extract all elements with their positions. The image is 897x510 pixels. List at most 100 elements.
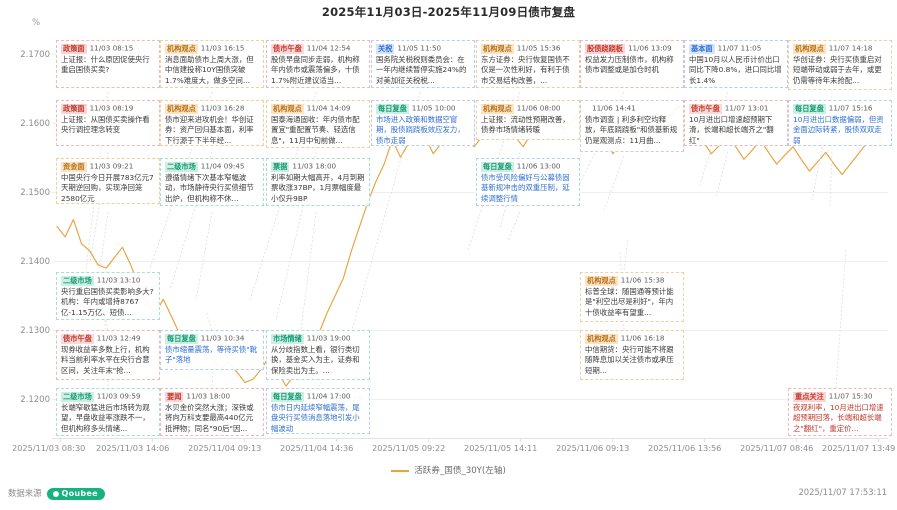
brand-badge: Qoubee [46, 487, 105, 500]
annotation-time: 11/03 10:34 [200, 333, 245, 343]
annotation-time: 11/04 09:45 [200, 161, 245, 171]
x-tick [704, 438, 705, 442]
annotation-header: 二级市场 11/03 13:10 [61, 276, 140, 286]
annotation-tag: 债市午盘 [271, 44, 304, 54]
annotation-card[interactable]: 机构观点 11/06 08:00 上证报：流动性预期改善，债券市场情绪转暖 [476, 100, 580, 140]
y-tick-label: 2.1400 [20, 257, 50, 267]
annotation-tag: 每日复盘 [376, 104, 409, 114]
annotation-card[interactable]: 二级市场 11/04 09:45 遵循情绪下次基本窄幅波动，市场静待央行买债细节出… [160, 158, 264, 206]
annotation-body: 市场进入政策和数据空窗期，股债跷跷板效应发力，债市走弱 [376, 114, 465, 145]
x-tick-label: 2025/11/07 13:49 [822, 443, 896, 453]
annotation-card[interactable]: 债市午盘 11/04 12:54 股债早盘同步走弱，机构称年内债市或震荡偏多，十债… [266, 40, 370, 88]
annotation-card[interactable]: 基本面 11/07 11:05 中国10月以人民币计价出口同比下降0.8%，进口同… [684, 40, 788, 88]
x-tick [878, 438, 879, 442]
annotation-tag: 机构观点 [271, 104, 304, 114]
annotation-header: 票据 11/03 18:00 [271, 161, 337, 172]
annotation-body: 国务院关税税则委员会：在一年内继续暂停实施24%的对美加征关税税... [376, 54, 467, 85]
annotation-body: 债市日内延续窄幅震荡，尾盘央行买债消息落地引发小幅波动 [271, 402, 360, 433]
annotation-card[interactable]: 股债跷跷板 11/06 13:09 权益发力压制债市，机构称债市调整或是加仓时机 [580, 40, 684, 88]
legend-swatch [391, 469, 410, 472]
annotation-card[interactable]: 资金面 11/03 09:21 中国央行今日开展783亿元7天期逆回购，实现净回笼… [56, 158, 160, 204]
annotation-header: 重点关注 11/07 15:30 [793, 392, 872, 402]
x-tick [428, 438, 429, 442]
annotation-body: 利率如期大幅高开，4月到期票收涨37BP，1月票幅度最小仅升9BP [271, 172, 365, 203]
annotation-body: 央行重启国债买卖影响多大? 机构：年内或增持8767亿-1.15万亿、短债... [61, 286, 154, 317]
annotation-card[interactable]: 要闻 11/03 18:00 水贝金价突然大涨；深铁或将向万科支要最高440亿元抵… [160, 388, 264, 436]
annotation-card[interactable]: 机构观点 11/03 16:28 债市迎来进攻机会！华创证券：资产回归基本面，利率… [160, 100, 264, 146]
annotation-header: 股债跷跷板 11/06 13:09 [585, 43, 672, 54]
annotation-card[interactable]: 机构观点 11/06 15:38 标普全球：随国通等预计能是"利空出尽是利好"，年… [580, 272, 684, 322]
annotation-card[interactable]: 每日复盘 11/06 13:00 债市受风险偏好与公募债固基新规冲击的双重压制，延… [476, 158, 580, 206]
annotation-card[interactable]: 每日复盘 11/04 17:00 债市日内延续窄幅震荡，尾盘央行买债消息落地引发小… [266, 388, 370, 434]
annotation-card[interactable]: 机构观点 11/06 16:18 中信期货：央行可能不将跟随降息加以关注债市或承压… [580, 330, 684, 380]
annotation-time: 11/03 18:00 [292, 161, 337, 171]
annotation-header: 每日复盘 11/03 10:34 [165, 333, 245, 344]
x-tick [520, 438, 521, 442]
annotation-card[interactable]: 政策面 11/03 08:19 上证报：从国债买卖操作看央行调控理念转变 [56, 100, 160, 146]
x-tick-label: 2025/11/07 08:46 [740, 443, 814, 453]
annotation-card[interactable]: 每日复盘 11/07 15:16 10月进出口数据偏弱，但资金面边际转紧，股债双双… [788, 100, 892, 146]
annotation-card[interactable]: 每日复盘 11/03 10:34 债市缩量震荡，等待买债"靴子"落地 [160, 330, 264, 370]
gridline [52, 399, 888, 400]
annotation-tag: 每日复盘 [481, 162, 514, 172]
annotation-tag: 资金面 [61, 162, 87, 172]
annotation-card[interactable]: 机构观点 11/05 15:36 东方证券：央行恢复国债不仅是一次性利好，有利于债… [476, 40, 580, 88]
annotation-body: 标普全球：随国通等预计能是"利空出尽是利好"，年内十债收益率有望重... [585, 286, 674, 317]
x-tick [612, 438, 613, 442]
annotation-card[interactable]: 重点关注 11/07 15:30 夜观利率，10月进出口增速超预期回落，长端和超长… [788, 388, 892, 436]
annotation-body: 中国10月以人民币计价出口同比下降0.8%，进口同比增长1.4% [689, 54, 782, 85]
annotation-time: 11/07 13:01 [724, 103, 769, 113]
annotation-body: 上证报：什么原因促使央行重启国债买卖? [61, 54, 150, 75]
annotation-time: 11/06 13:09 [627, 43, 672, 53]
annotation-tag: 重点关注 [793, 392, 826, 402]
data-source-label: 数据来源 [8, 488, 42, 498]
y-axis-unit: % [32, 18, 41, 28]
annotation-body: 水贝金价突然大涨；深铁或将向万科支要最高440亿元抵押物；同名"90后"因... [165, 402, 254, 433]
annotation-header: 债市午盘 11/04 12:54 [271, 44, 350, 54]
x-tick-label: 2025/11/06 09:13 [556, 443, 630, 453]
x-tick-label: 2025/11/05 09:22 [372, 443, 446, 453]
y-tick-label: 2.1300 [20, 326, 50, 336]
annotation-card[interactable]: 机构观点 11/03 16:15 消息面助债市上周大涨，但中信建投称10Y国债突破… [160, 40, 264, 88]
annotation-body: 债市调查 | 利多利空均释放，年底跷跷板"和债基新规仍是观测点：11月曲... [585, 114, 678, 145]
annotation-card[interactable]: 市场情绪 11/03 19:00 从分歧指数上看，银行类切换，基金买入为主，证券和… [266, 330, 370, 380]
annotation-time: 11/03 09:21 [89, 161, 134, 171]
annotation-body: 夜观利率，10月进出口增速超预期回落，长端和超长端之"翻红"，重定价... [793, 402, 884, 433]
annotation-body: 华创证券：央行买债重启对短端带动或弱于去年，或更仍需等待年末抢配... [793, 54, 882, 85]
annotation-time: 11/03 16:28 [200, 103, 245, 113]
annotation-card[interactable]: 每日复盘 11/05 10:00 市场进入政策和数据空窗期，股债跷跷板效应发力，债… [371, 100, 475, 146]
generated-timestamp: 2025/11/07 17:53:11 [798, 487, 887, 497]
annotation-time: 11/03 16:15 [200, 43, 245, 53]
annotation-header: 关税 11/05 11:50 [376, 44, 441, 54]
annotation-header: 基本面 11/07 11:05 [689, 44, 761, 54]
annotation-card[interactable]: 机构观点 11/04 14:09 国泰海通固收：年内债市配置宜"重配置节奏、轻选信… [266, 100, 370, 148]
x-tick [336, 438, 337, 442]
annotation-tag: 二级市场 [61, 392, 94, 402]
x-tick-label: 2025/11/04 09:13 [188, 443, 262, 453]
annotation-header: 机构观点 11/03 16:15 [165, 43, 245, 54]
x-axis-line [52, 438, 888, 439]
annotation-tag: 政策面 [61, 44, 87, 54]
annotation-card[interactable]: 11/06 14:41 债市调查 | 利多利空均释放，年底跷跷板"和债基新规仍是… [580, 100, 684, 152]
annotation-header: 每日复盘 11/04 17:00 [271, 391, 351, 402]
annotation-card[interactable]: 关税 11/05 11:50 国务院关税税则委员会：在一年内继续暂停实施24%的对… [371, 40, 475, 88]
annotation-card[interactable]: 票据 11/03 18:00 利率如期大幅高开，4月到期票收涨37BP，1月票幅度… [266, 158, 370, 206]
annotation-time: 11/04 17:00 [306, 391, 351, 401]
annotation-card[interactable]: 债市午盘 11/07 13:01 10月进出口增速超预期下滑，长端和超长端齐之"翻… [684, 100, 788, 146]
annotation-time: 11/06 16:18 [620, 333, 665, 343]
annotation-tag: 债市午盘 [61, 334, 94, 344]
annotation-tag: 政策面 [61, 104, 87, 114]
annotation-body: 消息面助债市上周大涨，但中信建投称10Y国债突破1.7%难度大，做多空间... [165, 54, 254, 85]
x-tick [796, 438, 797, 442]
annotation-tag: 机构观点 [481, 44, 514, 54]
data-source: 数据来源 Qoubee [8, 487, 105, 500]
annotation-card[interactable]: 二级市场 11/03 13:10 央行重启国债买卖影响多大? 机构：年内或增持87… [56, 272, 160, 320]
annotation-card[interactable]: 二级市场 11/03 09:59 长端窄歇猛进后市场转为观望，早盘收益率涨跌不一，… [56, 388, 160, 436]
annotation-card[interactable]: 债市午盘 11/03 12:49 现券收益率多数上行，机构料当前利率水平在央行合意… [56, 330, 160, 380]
annotation-card[interactable]: 机构观点 11/07 14:18 华创证券：央行买债重启对短端带动或弱于去年，或更… [788, 40, 892, 90]
annotation-time: 11/06 13:00 [516, 161, 561, 171]
chart-legend: 活跃券_国债_30Y(左轴) [0, 464, 897, 476]
annotation-tag: 市场情绪 [271, 334, 304, 344]
annotation-card[interactable]: 政策面 11/03 08:15 上证报：什么原因促使央行重启国债买卖? [56, 40, 160, 88]
annotation-body: 从分歧指数上看，银行类切换，基金买入为主，证券和保险卖出为主。... [271, 344, 360, 375]
